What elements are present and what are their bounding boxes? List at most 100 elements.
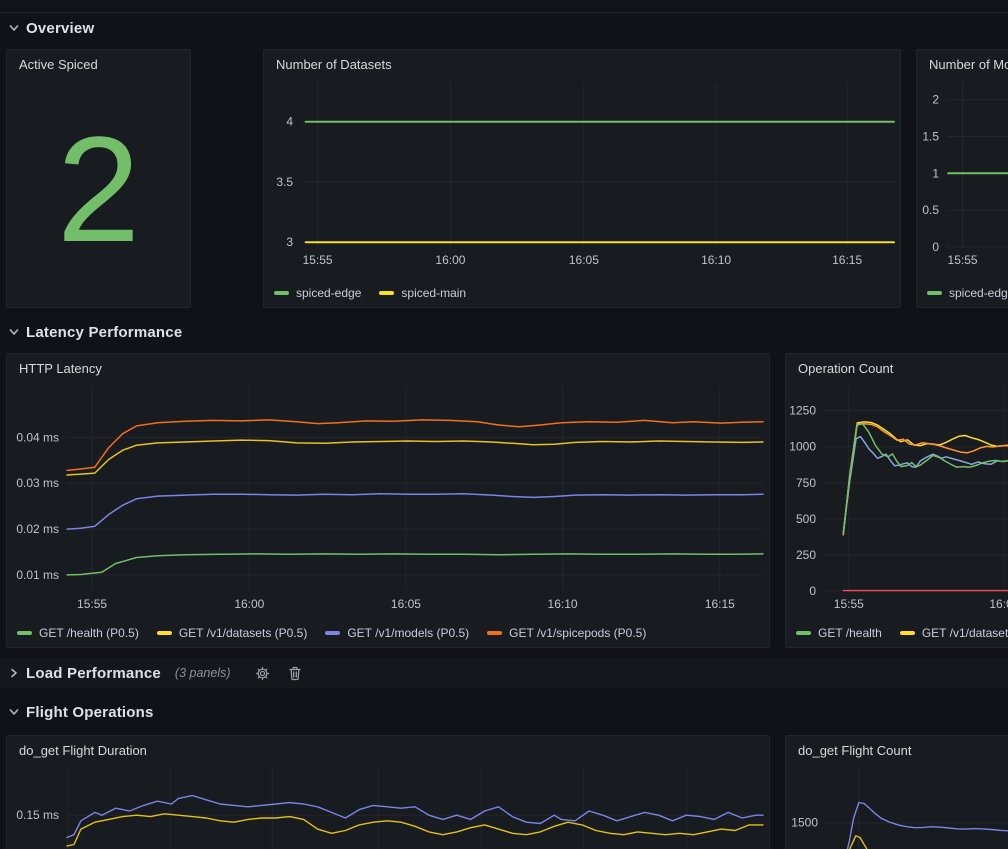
panel-count-label: (3 panels) bbox=[175, 666, 231, 680]
panel-title[interactable]: Number of Models bbox=[917, 50, 1008, 72]
models-chart[interactable]: 15:55 0 0.5 1 1.5 2 bbox=[917, 74, 1008, 271]
legend-item[interactable]: GET /v1/datasets bbox=[900, 626, 1008, 640]
panel-do-get-flight-duration: do_get Flight Duration 0.15 ms bbox=[6, 735, 770, 849]
legend-item[interactable]: GET /v1/spicepods (P0.5) bbox=[487, 626, 646, 640]
svg-text:0.15 ms: 0.15 ms bbox=[16, 808, 59, 822]
panel-title[interactable]: do_get Flight Duration bbox=[7, 736, 769, 758]
panel-title[interactable]: HTTP Latency bbox=[7, 354, 769, 376]
trash-icon[interactable] bbox=[288, 666, 302, 681]
legend-label: GET /health bbox=[818, 626, 882, 640]
svg-text:1.5: 1.5 bbox=[922, 130, 939, 144]
legend-label: GET /v1/spicepods (P0.5) bbox=[509, 626, 646, 640]
svg-text:16:05: 16:05 bbox=[569, 253, 599, 267]
svg-text:16:05: 16:05 bbox=[391, 597, 421, 611]
svg-text:0.02 ms: 0.02 ms bbox=[16, 522, 59, 536]
panel-number-of-datasets: Number of Datasets 15:5516:0016:0516:101… bbox=[263, 49, 901, 308]
http-latency-legend: GET /health (P0.5) GET /v1/datasets (P0.5… bbox=[17, 626, 646, 640]
section-header-load-performance[interactable]: Load Performance (3 panels) bbox=[0, 658, 1008, 688]
svg-text:15:55: 15:55 bbox=[948, 253, 978, 267]
legend-label: GET /v1/models (P0.5) bbox=[347, 626, 469, 640]
legend-swatch bbox=[927, 291, 942, 295]
panel-active-spiced: Active Spiced 2 bbox=[6, 49, 191, 308]
legend-swatch bbox=[325, 631, 340, 635]
chevron-down-icon bbox=[8, 326, 20, 338]
toolbar-edge bbox=[0, 0, 1008, 13]
svg-text:0: 0 bbox=[809, 584, 816, 598]
svg-text:1000: 1000 bbox=[789, 440, 816, 454]
legend-item[interactable]: GET /v1/models (P0.5) bbox=[325, 626, 469, 640]
legend-label: GET /health (P0.5) bbox=[39, 626, 139, 640]
legend-item[interactable]: GET /health (P0.5) bbox=[17, 626, 139, 640]
svg-text:1: 1 bbox=[932, 166, 939, 180]
svg-text:1500: 1500 bbox=[791, 816, 818, 830]
legend-item[interactable]: GET /v1/datasets (P0.5) bbox=[157, 626, 308, 640]
svg-text:16:15: 16:15 bbox=[705, 597, 735, 611]
gear-icon[interactable] bbox=[255, 666, 270, 681]
stat-value: 2 bbox=[7, 76, 190, 301]
svg-text:16:00: 16:00 bbox=[435, 253, 465, 267]
svg-text:750: 750 bbox=[796, 476, 816, 490]
grafana-dashboard: Overview Active Spiced 2 Number of Datas… bbox=[0, 0, 1008, 849]
http-latency-chart[interactable]: 15:55 16:00 16:05 16:10 16:15 0.01 ms 0.02 ms 0… bbox=[7, 378, 769, 615]
legend-swatch bbox=[17, 631, 32, 635]
panel-title[interactable]: do_get Flight Count bbox=[786, 736, 1008, 758]
panel-title[interactable]: Operation Count bbox=[786, 354, 1008, 376]
section-header-overview[interactable]: Overview bbox=[0, 16, 1008, 40]
svg-text:16:10: 16:10 bbox=[548, 597, 578, 611]
svg-text:16:10: 16:10 bbox=[701, 253, 731, 267]
svg-text:16:00: 16:00 bbox=[234, 597, 264, 611]
legend-label: GET /v1/datasets bbox=[922, 626, 1008, 640]
svg-text:3: 3 bbox=[286, 235, 293, 249]
panel-http-latency: HTTP Latency 15:55 16:00 16:05 16:10 16:15 0.… bbox=[6, 353, 770, 648]
svg-text:1250: 1250 bbox=[789, 404, 816, 418]
chevron-right-icon bbox=[8, 667, 20, 679]
svg-text:0.5: 0.5 bbox=[922, 203, 939, 217]
flight-count-chart[interactable]: 1500 bbox=[786, 760, 1008, 849]
legend-swatch bbox=[379, 291, 394, 295]
svg-text:0.03 ms: 0.03 ms bbox=[16, 476, 59, 490]
panel-operation-count: Operation Count 15:55 16:00 0 250 500 750 1000… bbox=[785, 353, 1008, 648]
chevron-down-icon bbox=[8, 706, 20, 718]
svg-text:15:55: 15:55 bbox=[77, 597, 107, 611]
section-title: Load Performance bbox=[26, 665, 161, 682]
legend-item[interactable]: GET /health bbox=[796, 626, 882, 640]
svg-text:250: 250 bbox=[796, 548, 816, 562]
svg-text:3.5: 3.5 bbox=[276, 175, 293, 189]
svg-text:0.01 ms: 0.01 ms bbox=[16, 568, 59, 582]
section-header-latency-performance[interactable]: Latency Performance bbox=[0, 320, 1008, 344]
flight-duration-chart[interactable]: 0.15 ms bbox=[7, 760, 769, 849]
svg-text:0: 0 bbox=[932, 240, 939, 254]
legend-label: spiced-edge bbox=[296, 286, 361, 300]
section-title: Flight Operations bbox=[26, 704, 154, 721]
legend-item[interactable]: spiced-main bbox=[379, 286, 466, 300]
legend-label: spiced-edge bbox=[949, 286, 1008, 300]
models-legend: spiced-edgespiced-main bbox=[927, 286, 1008, 300]
legend-swatch bbox=[274, 291, 289, 295]
svg-text:500: 500 bbox=[796, 512, 816, 526]
section-title: Latency Performance bbox=[26, 324, 182, 341]
datasets-legend: spiced-edge spiced-main bbox=[274, 286, 466, 300]
section-header-flight-operations[interactable]: Flight Operations bbox=[0, 700, 1008, 724]
svg-text:16:15: 16:15 bbox=[832, 253, 862, 267]
legend-item[interactable]: spiced-edge bbox=[274, 286, 361, 300]
legend-swatch bbox=[487, 631, 502, 635]
operation-count-chart[interactable]: 15:55 16:00 0 250 500 750 1000 1250 bbox=[786, 378, 1008, 615]
datasets-chart[interactable]: 15:55 16:00 16:05 16:10 16:15 3 3.5 4 bbox=[264, 74, 900, 271]
section-title: Overview bbox=[26, 20, 94, 37]
svg-text:0.04 ms: 0.04 ms bbox=[16, 430, 59, 444]
legend-swatch bbox=[900, 631, 915, 635]
legend-label: GET /v1/datasets (P0.5) bbox=[179, 626, 308, 640]
svg-text:2: 2 bbox=[932, 93, 939, 107]
panel-do-get-flight-count: do_get Flight Count 1500 bbox=[785, 735, 1008, 849]
panel-title[interactable]: Active Spiced bbox=[7, 50, 190, 72]
panel-number-of-models: Number of Models 15:55 0 0.5 1 1.5 2 spiced-e… bbox=[916, 49, 1008, 308]
panel-title[interactable]: Number of Datasets bbox=[264, 50, 900, 72]
svg-text:4: 4 bbox=[286, 115, 293, 129]
svg-text:15:55: 15:55 bbox=[834, 597, 864, 611]
svg-text:15:55: 15:55 bbox=[303, 253, 333, 267]
legend-label: spiced-main bbox=[401, 286, 466, 300]
operation-count-legend: GET /health GET /v1/datasets bbox=[796, 626, 1008, 640]
legend-swatch bbox=[157, 631, 172, 635]
svg-text:16:00: 16:00 bbox=[989, 597, 1008, 611]
legend-item[interactable]: spiced-edge bbox=[927, 286, 1008, 300]
